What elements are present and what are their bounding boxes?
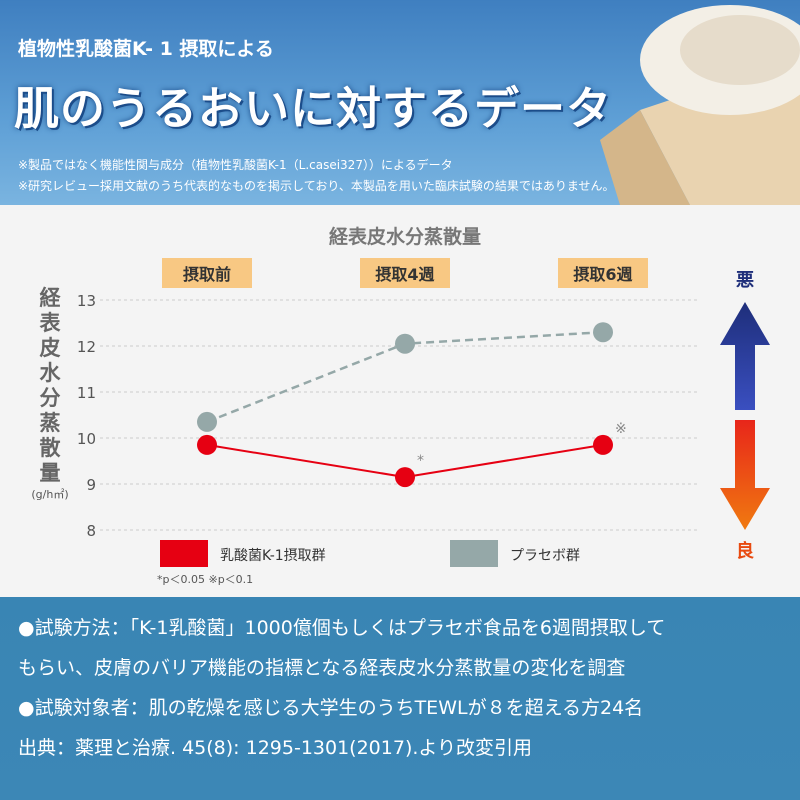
subjects-text: ●試験対象者：肌の乾燥を感じる大学生のうちTEWLが８を超える方24名	[18, 697, 644, 719]
data-point	[197, 411, 217, 432]
header-banner: 植物性乳酸菌K- 1 摂取による 肌のうるおいに対するデータ ※製品ではなく機能…	[0, 0, 800, 205]
y-axis-label-char: 表	[40, 311, 62, 335]
chart-panel: 経表皮水分蒸散量 摂取前 摂取4週 摂取6週 8 9 10 11 12 13 経表皮水分蒸散量 (g/…	[0, 205, 800, 597]
method-text-2: もらい、皮膚のバリア機能の指標となる経表皮水分蒸散量の変化を調査	[18, 657, 626, 679]
category-label: 摂取前	[183, 265, 231, 284]
y-tick-label: 8	[86, 522, 96, 540]
data-point	[395, 467, 415, 488]
data-point	[395, 333, 415, 354]
category-label-bg	[558, 258, 648, 288]
y-axis-label-char: 蒸	[40, 411, 61, 435]
category-label-bg	[360, 258, 450, 288]
y-axis-label-char: 皮	[40, 336, 61, 360]
y-tick-label: 13	[77, 292, 96, 310]
category-label-bg	[162, 258, 252, 288]
up-arrow-icon	[720, 302, 770, 410]
arrow-label-good: 良	[736, 540, 754, 562]
data-point	[593, 322, 613, 343]
page-title: 肌のうるおいに対するデータ	[14, 82, 613, 135]
note-1: ※製品ではなく機能性関与成分（植物性乳酸菌K-1（L.casei327））による…	[18, 158, 453, 172]
y-axis-label-char: 分	[40, 386, 61, 410]
category-label: 摂取6週	[573, 265, 632, 284]
rice-box-image	[600, 5, 800, 205]
y-tick-label: 11	[77, 384, 96, 402]
y-axis-label-char: 経	[40, 286, 62, 310]
arrow-label-bad: 悪	[736, 270, 754, 291]
legend-label-k1: 乳酸菌K-1摂取群	[220, 548, 326, 564]
source-text: 出典：薬理と治療. 45(8): 1295-1301(2017).より改変引用	[18, 737, 533, 759]
legend-label-placebo: プラセボ群	[510, 548, 580, 564]
method-text: ●試験方法：「K-1乳酸菌」1000億個もしくはプラセボ食品を6週間摂取して	[18, 617, 666, 639]
significance-mark: *	[417, 453, 424, 469]
chart-title: 経表皮水分蒸散量	[329, 225, 481, 248]
y-tick-label: 10	[77, 430, 96, 448]
significance-mark: ※	[615, 421, 627, 437]
y-axis-label-char: 水	[40, 361, 62, 385]
subtitle: 植物性乳酸菌K- 1 摂取による	[18, 38, 274, 60]
down-arrow-icon	[720, 420, 770, 530]
data-point	[593, 434, 613, 455]
y-axis-label-char: 散	[40, 436, 61, 460]
y-axis-label-char: 量	[40, 461, 61, 485]
category-label: 摂取4週	[375, 265, 434, 284]
y-axis-unit: (g/h㎡)	[31, 488, 68, 501]
note-2: ※研究レビュー採用文献のうち代表的なものを掲示しており、本製品を用いた臨床試験の…	[18, 179, 615, 193]
y-tick-label: 9	[86, 476, 96, 494]
y-tick-label: 12	[77, 338, 96, 356]
footnote: *p＜0.05 ※p＜0.1	[157, 573, 253, 586]
legend-swatch-placebo	[450, 540, 498, 567]
data-point	[197, 434, 217, 455]
description: ●試験方法：「K-1乳酸菌」1000億個もしくはプラセボ食品を6週間摂取して も…	[0, 597, 800, 800]
legend-swatch-k1	[160, 540, 208, 567]
